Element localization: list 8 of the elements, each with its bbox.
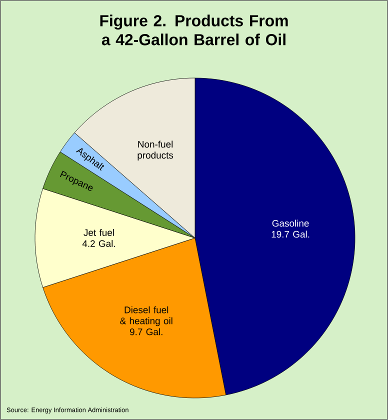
chart-title: Figure 2. Products From a 42-Gallon Barrel of Oil	[100, 14, 288, 46]
data-label: 19.7 Gal.	[272, 230, 310, 238]
slice-label: Diesel fuel & heating oil	[120, 306, 172, 326]
slice-label: Jet fuel	[84, 229, 114, 236]
slice-label: Non-fuel products	[138, 140, 174, 160]
data-label: 9.7 Gal.	[130, 328, 162, 336]
data-label: 4.2 Gal.	[82, 240, 115, 247]
slice-label: Gasoline	[272, 220, 309, 227]
